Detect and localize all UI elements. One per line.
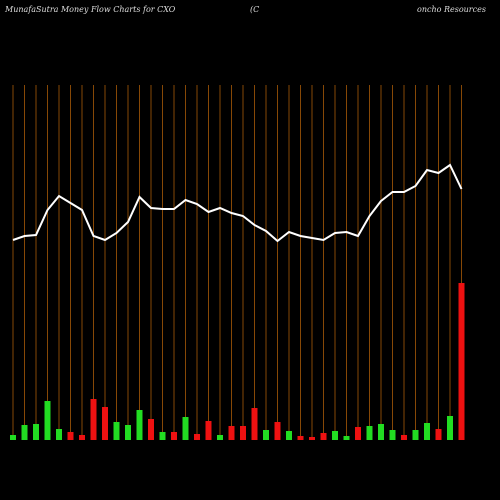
bar xyxy=(378,424,384,440)
bar xyxy=(366,426,373,440)
bar xyxy=(194,434,200,440)
bar xyxy=(389,430,396,440)
bar xyxy=(401,435,407,440)
bar xyxy=(44,401,51,440)
bar xyxy=(251,408,258,440)
bar xyxy=(33,424,39,440)
bar xyxy=(447,416,453,440)
bar xyxy=(125,425,131,440)
bar xyxy=(240,426,246,440)
bar xyxy=(113,422,120,440)
chart-title: MunafaSutra Money Flow Charts for CXO xyxy=(4,5,176,14)
bar xyxy=(159,432,166,440)
bar xyxy=(286,431,292,440)
bar xyxy=(458,283,465,440)
bar xyxy=(67,432,74,440)
bar xyxy=(343,436,350,440)
bar xyxy=(90,399,97,440)
bar xyxy=(21,425,28,440)
bar xyxy=(171,432,177,440)
bar xyxy=(102,407,108,440)
bar xyxy=(228,426,235,440)
chart-title: oncho Resources xyxy=(417,5,486,14)
bar xyxy=(217,435,223,440)
bar xyxy=(309,437,315,440)
bar xyxy=(274,422,281,440)
bar xyxy=(332,431,338,440)
bar xyxy=(205,421,212,440)
bar xyxy=(435,429,442,440)
bar xyxy=(424,423,430,440)
bar xyxy=(79,435,85,440)
bar xyxy=(136,410,143,440)
bar xyxy=(320,433,327,440)
money-flow-line xyxy=(12,163,463,243)
chart-title: (C xyxy=(250,5,259,14)
bar xyxy=(297,436,304,440)
bar xyxy=(182,417,189,440)
bar xyxy=(56,429,62,440)
bar xyxy=(10,435,16,440)
bar xyxy=(263,430,269,440)
bar xyxy=(412,430,419,440)
bar xyxy=(148,419,154,440)
bar xyxy=(355,427,361,440)
